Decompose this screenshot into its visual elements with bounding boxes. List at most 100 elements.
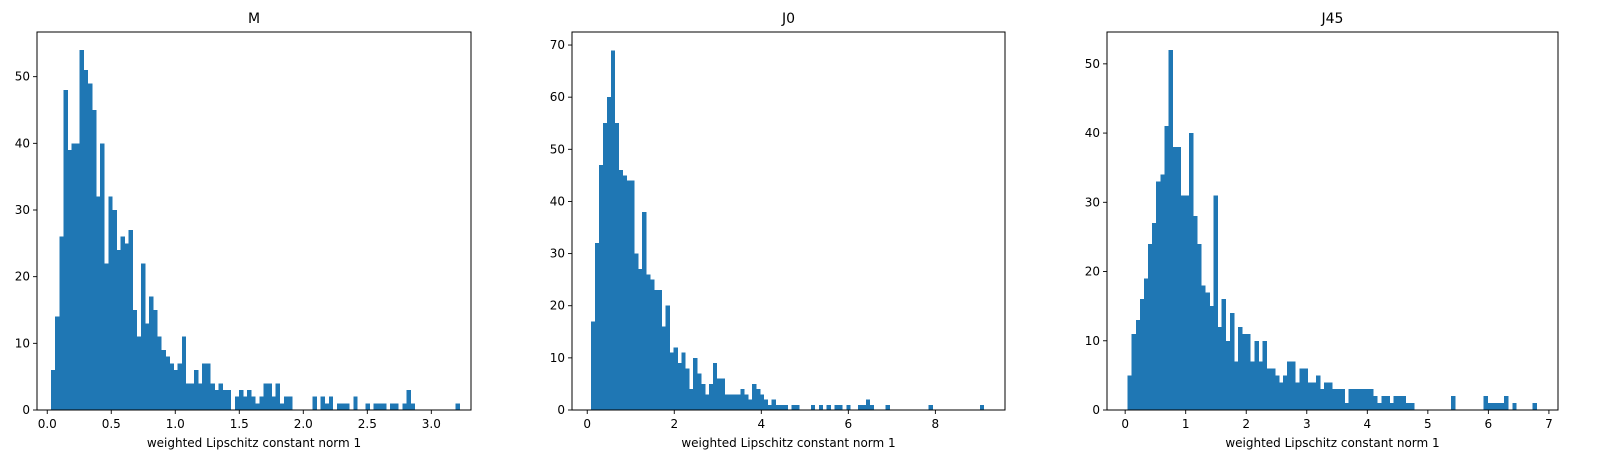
histogram-bar (1389, 403, 1394, 410)
histogram-bar (324, 403, 330, 410)
histogram-bar (767, 404, 773, 410)
histogram-bar (1315, 375, 1321, 410)
histogram-bar (756, 389, 761, 410)
histogram-bar (1274, 375, 1280, 410)
histogram-bar (665, 305, 671, 410)
histogram-bar (689, 389, 694, 410)
histogram-bar (91, 110, 97, 410)
histogram-bar (630, 180, 635, 410)
x-tick-label: 0 (1121, 417, 1129, 431)
histogram-bar (381, 403, 387, 410)
histogram-bar (771, 399, 776, 410)
histogram-bar (1332, 389, 1337, 410)
x-tick-label: 4 (757, 417, 765, 431)
bars (1127, 50, 1538, 411)
histogram-bar (1135, 320, 1141, 410)
histogram-bar (1188, 133, 1194, 410)
histogram-bar (1450, 396, 1456, 410)
histogram-bar (618, 170, 623, 410)
histogram-bar (861, 404, 867, 410)
y-tick-label: 30 (1085, 195, 1100, 209)
histogram-bar (1504, 396, 1509, 410)
histogram-bar (1385, 396, 1390, 410)
y-tick-label: 70 (550, 38, 565, 52)
x-tick-label: 3.0 (422, 417, 441, 431)
histogram-bar (1254, 340, 1259, 410)
histogram-bar (1344, 403, 1349, 410)
histogram-bar (373, 403, 379, 410)
histogram-bar (1229, 313, 1235, 410)
histogram-bar (720, 378, 725, 410)
histogram-bar (145, 323, 150, 410)
histogram-bar (783, 404, 788, 410)
histogram-bar (1176, 146, 1182, 411)
histogram-bar (1311, 382, 1317, 410)
histogram-bar (1262, 340, 1268, 410)
x-tick-label: 4 (1363, 417, 1371, 431)
histogram-bar (345, 403, 350, 410)
histogram-bar (353, 396, 358, 410)
histogram-bar (1143, 278, 1149, 410)
histogram-bar (238, 390, 244, 410)
histogram-bar (1156, 181, 1161, 410)
histogram-bar (1209, 306, 1214, 410)
histogram-bar (214, 390, 219, 410)
histogram-bar (1373, 396, 1378, 410)
histogram-bar (243, 396, 248, 410)
histogram-bar (173, 370, 179, 410)
histogram-bar (1233, 361, 1239, 410)
histogram-bar (979, 404, 985, 410)
histogram-bar (1352, 389, 1358, 410)
histogram-bar (1160, 174, 1165, 410)
histogram-bar (595, 243, 600, 410)
x-tick-label: 2.0 (294, 417, 313, 431)
histogram-bar (181, 336, 187, 410)
x-tick-label: 2.5 (358, 417, 377, 431)
histogram-bar (259, 396, 264, 410)
histogram-bar (63, 90, 68, 410)
histogram-bar (1180, 195, 1186, 410)
histogram-bar (283, 396, 289, 410)
histogram-bar (263, 383, 268, 410)
histogram-bar (1409, 403, 1415, 410)
histogram-bar (748, 399, 753, 410)
histogram-bar (1258, 361, 1263, 410)
histogram-bar (606, 97, 612, 411)
histogram-bar (1364, 389, 1370, 410)
histogram-bar (1291, 361, 1296, 410)
histogram-bar (834, 404, 839, 410)
histogram-bar (661, 326, 667, 410)
x-axis-label: weighted Lipschitz constant norm 1 (147, 436, 361, 450)
histogram-bar (1512, 403, 1517, 410)
histogram-bar (638, 269, 643, 410)
histogram-bar (287, 396, 293, 410)
histogram-bar (869, 404, 875, 410)
histogram-bar (140, 263, 146, 410)
histogram-bar (736, 394, 741, 410)
chart-title: J0 (781, 11, 795, 27)
histogram-bar (865, 399, 871, 410)
histogram-bar (716, 378, 722, 410)
histogram-bar (55, 316, 60, 410)
histogram-bar (132, 310, 138, 410)
histogram-bar (1131, 333, 1137, 410)
histogram-bar (312, 396, 317, 410)
x-tick-label: 0.0 (38, 417, 57, 431)
histogram-bar (128, 230, 134, 410)
x-tick-label: 6 (1485, 417, 1493, 431)
histogram-j0: 0 2 4 6 8 0 10 20 30 40 50 60 70 J0 weighted Lipschitz… (550, 11, 1006, 450)
x-tick-label: 0 (583, 417, 591, 431)
histogram-bar (1197, 243, 1202, 410)
y-tick-label: 10 (1085, 334, 1100, 348)
histogram-bar (1483, 396, 1489, 410)
histogram-bar (1499, 403, 1505, 410)
histogram-bar (1250, 361, 1255, 410)
histogram-bar (752, 383, 757, 410)
histogram-bar (71, 143, 76, 410)
histogram-bar (1184, 195, 1190, 410)
histogram-bar (701, 383, 706, 410)
histogram-bar (1356, 389, 1362, 410)
bars (51, 50, 460, 410)
x-axis-label: weighted Lipschitz constant norm 1 (1225, 436, 1439, 450)
histogram-j45: 0 1 2 3 4 5 6 7 0 10 20 30 40 50 J45 weighted Lipschitz… (1085, 11, 1559, 450)
